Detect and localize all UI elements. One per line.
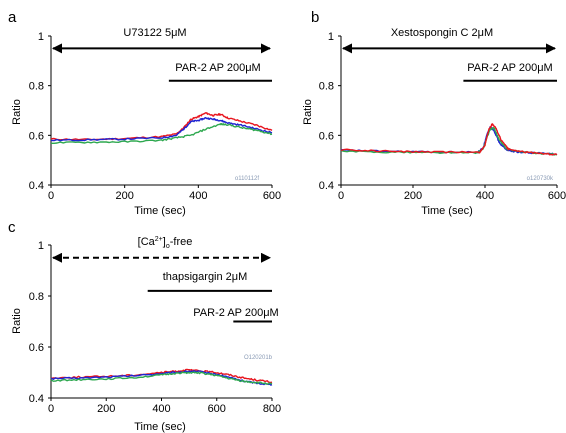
x-tick-label: 600 (208, 403, 226, 415)
subscript: o (166, 243, 170, 250)
stimulus-label: PAR-2 AP 200μM (175, 62, 260, 74)
y-tick-label: 0.4 (319, 180, 334, 192)
id-stamp: o120730k (527, 176, 554, 182)
x-tick-label: 400 (189, 190, 207, 202)
panel-label: a (8, 9, 17, 26)
axes-a: 0 200 400 600 0.4 0.6 0.8 1 (29, 31, 281, 202)
panel-label: b (311, 9, 319, 26)
x-axis-label: Time (sec) (134, 421, 186, 433)
series-line-blue (50, 116, 273, 142)
treatment-label-text: [Ca (138, 236, 156, 248)
x-tick-label: 600 (548, 190, 566, 202)
id-stamp: o110112f (235, 176, 259, 182)
y-tick-label: 1 (38, 240, 44, 252)
y-tick-label: 1 (38, 31, 44, 43)
x-tick-label: 400 (152, 403, 170, 415)
x-tick-label: 0 (338, 190, 344, 202)
series-group-a (50, 112, 273, 145)
y-axis-label: Ratio (11, 308, 23, 334)
x-axis-label: Time (sec) (134, 205, 186, 217)
axes-b: 0 200 400 600 0.4 0.6 0.8 1 (319, 31, 566, 202)
x-tick-label: 200 (115, 190, 133, 202)
annotations-b: Xestospongin C 2μM PAR-2 AP 200μM (342, 27, 557, 82)
treatment-label: [Ca2+]o-free (138, 236, 193, 250)
treatment-label: Xestospongin C 2μM (391, 27, 493, 39)
id-stamp: O120201b (244, 355, 273, 361)
y-tick-label: 0.8 (29, 291, 44, 303)
series-line-green (50, 371, 273, 385)
treatment-label-text: ] (163, 236, 166, 248)
x-tick-label: 0 (48, 403, 54, 415)
x-tick-label: 800 (263, 403, 281, 415)
series-group-b (340, 123, 558, 156)
panel-c: c Ratio Time (sec) O120201b 0 200 400 600 80… (8, 219, 281, 433)
x-tick-label: 400 (476, 190, 494, 202)
stimulus-label: PAR-2 AP 200μM (467, 62, 552, 74)
y-tick-label: 0.6 (319, 130, 334, 142)
y-tick-label: 0.8 (29, 81, 44, 93)
drug-label: thapsigargin 2μM (163, 271, 248, 283)
y-tick-label: 0.6 (29, 342, 44, 354)
x-axis-label: Time (sec) (421, 205, 473, 217)
panel-a: a Ratio Time (sec) o110112f 0 200 400 600 0.… (8, 9, 281, 217)
y-axis-label: Ratio (11, 99, 23, 125)
y-tick-label: 0.6 (29, 130, 44, 142)
superscript: 2+ (155, 236, 163, 243)
series-group-c (50, 368, 273, 386)
treatment-label: U73122 5μM (123, 27, 186, 39)
x-tick-label: 200 (97, 403, 115, 415)
panel-b: b Ratio Time (sec) o120730k 0 200 400 600 0.… (302, 9, 566, 217)
x-tick-label: 0 (48, 190, 54, 202)
y-tick-label: 0.4 (29, 180, 44, 192)
series-line-red (340, 123, 558, 156)
y-tick-label: 0.4 (29, 393, 44, 405)
series-line-green (51, 122, 273, 145)
y-tick-label: 0.8 (319, 81, 334, 93)
axes-c: 0 200 400 600 800 0.4 0.6 0.8 1 (29, 240, 281, 415)
x-tick-label: 200 (404, 190, 422, 202)
panel-label: c (8, 219, 16, 236)
x-tick-label: 600 (263, 190, 281, 202)
stimulus-label: PAR-2 AP 200μM (193, 307, 278, 319)
y-tick-label: 1 (328, 31, 334, 43)
treatment-label-text: -free (170, 236, 193, 248)
y-axis-label: Ratio (302, 99, 314, 125)
annotations-c: [Ca2+]o-free thapsigargin 2μM PAR-2 AP 2… (52, 236, 279, 323)
annotations-a: U73122 5μM PAR-2 AP 200μM (52, 27, 272, 82)
